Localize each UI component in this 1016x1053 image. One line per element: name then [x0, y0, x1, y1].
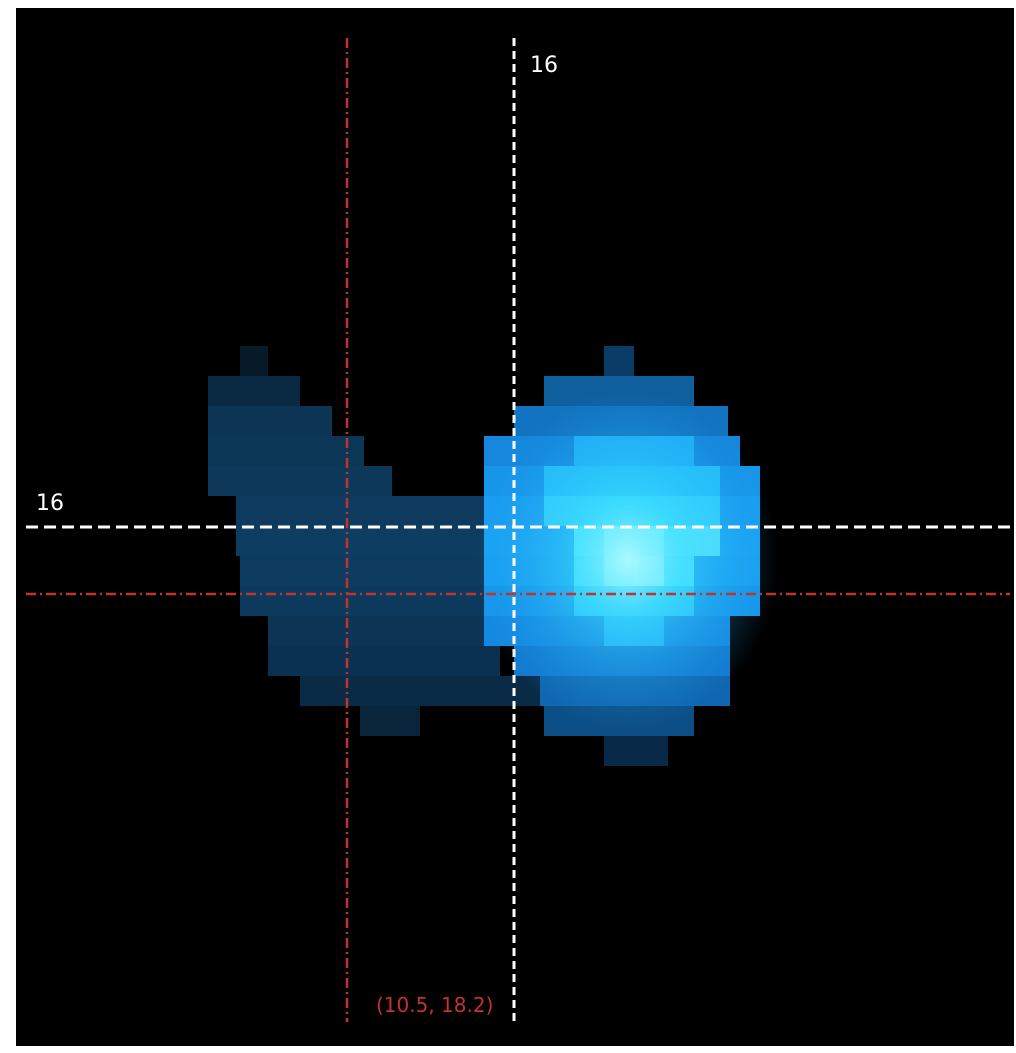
core-glow — [478, 390, 778, 730]
left-lobe — [208, 346, 540, 736]
red-crosshair — [26, 38, 1010, 1022]
red-crosshair-coordinate-label: (10.5, 18.2) — [376, 993, 493, 1017]
white-crosshair — [26, 38, 1010, 1022]
vertical-line-label: 16 — [530, 53, 558, 78]
horizontal-line-label: 16 — [36, 491, 64, 516]
